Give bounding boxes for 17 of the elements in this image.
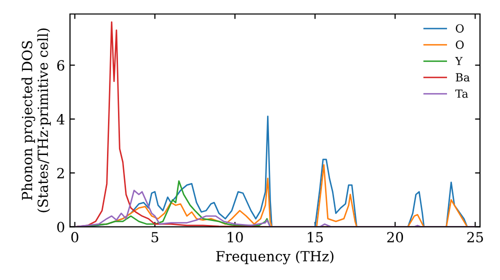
x-tick-label: 0 xyxy=(71,232,78,242)
y-tick-label: 2 xyxy=(57,168,64,178)
legend-label: Ba xyxy=(456,73,470,82)
legend-label: Y xyxy=(455,56,463,66)
legend-label: O xyxy=(456,24,464,33)
legend-label: Ta xyxy=(455,90,468,98)
y-tick-label: 4 xyxy=(56,114,64,124)
y-axis-title: Phonon projected DOS (States/THz·primitive cell) xyxy=(22,28,51,212)
y-tick-label: 6 xyxy=(57,60,64,71)
legend-label: O xyxy=(456,40,464,49)
x-tick-label: 20 xyxy=(387,232,404,242)
x-tick-label: 5 xyxy=(152,232,158,242)
y-tick-label: 0 xyxy=(57,222,64,232)
x-axis-title: Frequency (THz) xyxy=(216,250,334,264)
x-tick-label: 25 xyxy=(467,232,483,242)
x-tick-label: 10 xyxy=(228,232,243,242)
x-tick-label: 15 xyxy=(308,232,323,242)
